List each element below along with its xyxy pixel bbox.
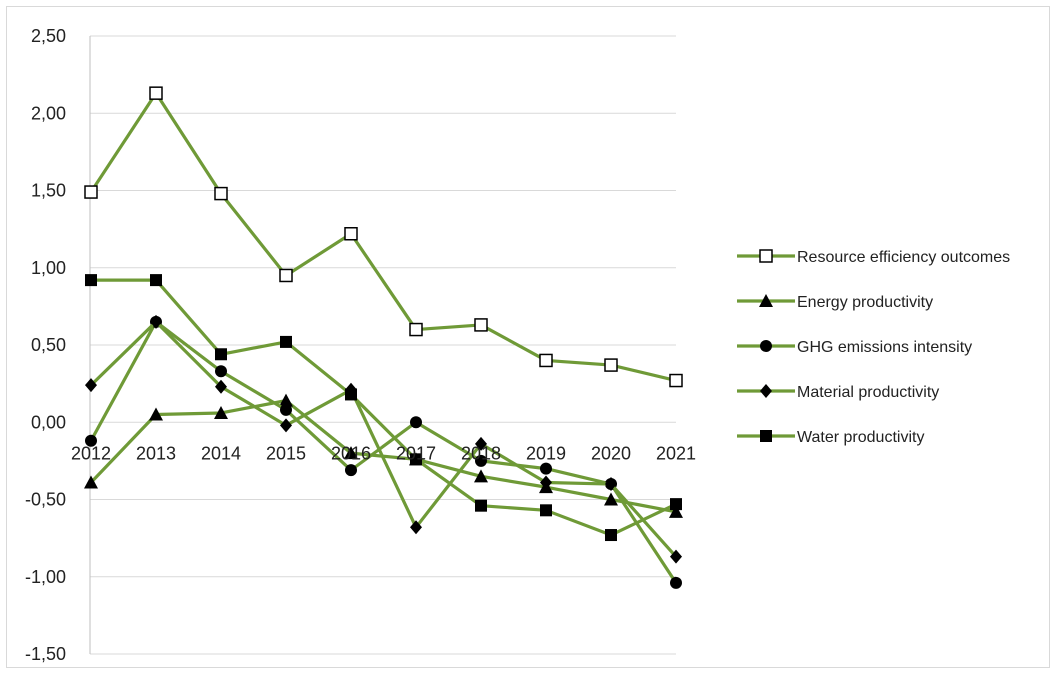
data-point (280, 418, 292, 433)
legend-marker (760, 340, 772, 352)
x-tick-labels: 2012 2013 2014 2015 2016 2017 2018 2019 2020 2021 (71, 443, 696, 463)
y-tick-labels: 2,50 2,00 1,50 1,00 0,50 0,00 -0,50 -1,00 -1,50 (25, 26, 66, 664)
data-point (604, 358, 618, 372)
x-tick-label: 2021 (656, 443, 696, 463)
legend-item: Resource efficiency outcomes (737, 249, 1010, 266)
data-point (670, 498, 682, 511)
data-point (604, 492, 618, 506)
x-tick-label: 2020 (591, 443, 631, 463)
data-point (214, 405, 228, 419)
legend-label: Water productivity (797, 429, 924, 446)
y-tick-label: -1,00 (25, 567, 66, 587)
series-line (89, 320, 678, 558)
y-tick-label: 1,00 (31, 258, 66, 278)
data-point (410, 416, 422, 429)
data-point (345, 388, 357, 401)
data-point (475, 499, 487, 512)
x-tick-label: 2019 (526, 443, 566, 463)
data-point (540, 462, 552, 475)
data-point (149, 407, 163, 421)
legend-item: Material productivity (737, 384, 939, 401)
legend-item: GHG emissions intensity (737, 339, 972, 356)
data-point (409, 322, 423, 337)
y-tick-label: -0,50 (25, 490, 66, 510)
data-point (150, 274, 162, 287)
x-tick-label: 2015 (266, 443, 306, 463)
series-water-productivity (85, 274, 682, 542)
legend-marker (759, 294, 773, 307)
y-tick-label: -1,50 (25, 644, 66, 664)
x-tick-label: 2018 (461, 443, 501, 463)
legend-marker (760, 430, 772, 442)
y-tick-label: 1,50 (31, 181, 66, 201)
x-tick-label: 2014 (201, 443, 241, 463)
legend-item: Water productivity (737, 429, 924, 446)
data-point (345, 464, 357, 477)
x-tick-label: 2013 (136, 443, 176, 463)
data-point (215, 379, 227, 394)
legend-marker (760, 384, 772, 398)
data-point (410, 520, 422, 535)
y-tick-label: 0,00 (31, 412, 66, 432)
x-tick-label: 2017 (396, 443, 436, 463)
legend-item: Energy productivity (737, 294, 933, 311)
data-point (475, 454, 487, 467)
data-point (540, 504, 552, 517)
data-point (670, 576, 682, 589)
legend-label: GHG emissions intensity (797, 339, 972, 356)
y-tick-label: 2,00 (31, 103, 66, 123)
series-resource-efficiency-outcomes (84, 86, 683, 388)
data-point (605, 477, 617, 492)
data-point (214, 186, 228, 201)
data-point (475, 436, 487, 451)
data-point (410, 453, 422, 466)
series-material-productivity (85, 314, 682, 564)
data-point (84, 475, 98, 489)
data-point (280, 335, 292, 348)
data-point (669, 504, 683, 518)
data-point (474, 469, 488, 483)
data-point (474, 318, 488, 332)
data-point (540, 475, 552, 490)
y-tick-label: 2,50 (31, 26, 66, 46)
data-point (605, 529, 617, 542)
chart-frame (6, 6, 1050, 668)
series-lines (84, 86, 683, 589)
x-tick-label: 2016 (331, 443, 371, 463)
data-point (669, 373, 683, 388)
data-point (280, 403, 292, 416)
data-point (84, 185, 98, 199)
data-point (215, 348, 227, 361)
data-point (344, 446, 358, 460)
data-point (215, 365, 227, 378)
legend-marker (759, 249, 773, 263)
data-point (150, 314, 162, 329)
data-point (85, 434, 97, 447)
data-point (149, 86, 163, 100)
legend-label: Material productivity (797, 384, 939, 401)
y-tick-label: 0,50 (31, 335, 66, 355)
legend-label: Energy productivity (797, 294, 933, 311)
x-tick-label: 2012 (71, 443, 111, 463)
data-point (279, 393, 293, 407)
data-point (85, 274, 97, 287)
data-point (85, 378, 97, 393)
series-line (91, 278, 677, 537)
legend: Resource efficiency outcomes Energy produ… (737, 249, 1010, 446)
legend-label: Resource efficiency outcomes (797, 249, 1010, 266)
data-point (279, 268, 293, 283)
series-line (89, 91, 677, 383)
data-point (344, 227, 358, 241)
data-point (539, 353, 553, 368)
series-line (89, 320, 678, 584)
data-point (670, 549, 682, 564)
grid-lines (90, 35, 676, 655)
